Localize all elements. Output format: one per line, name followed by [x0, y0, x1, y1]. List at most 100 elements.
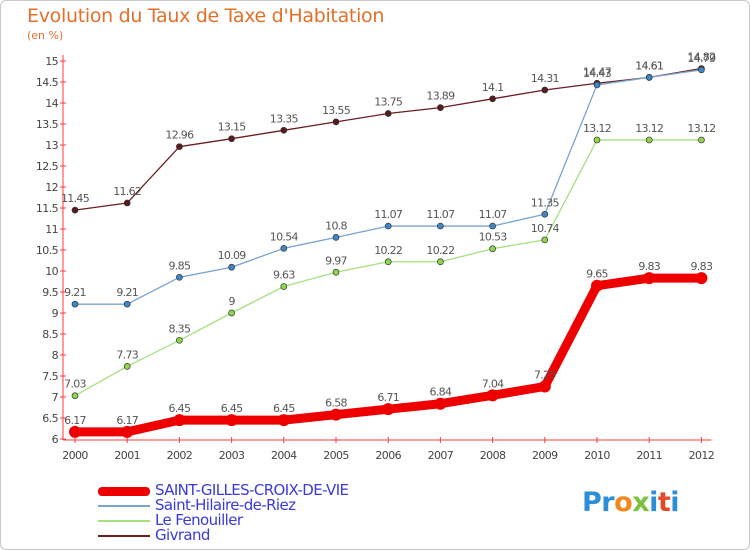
chart-subtitle: (en %) [27, 29, 64, 42]
data-label: 14.1 [482, 81, 504, 94]
data-point [437, 222, 444, 230]
x-tick-label: 2002 [167, 449, 193, 462]
data-label: 13.35 [270, 112, 299, 125]
data-label: 10.54 [270, 230, 299, 243]
data-label: 14.79 [687, 52, 716, 65]
data-point [489, 95, 496, 103]
data-point [280, 244, 288, 252]
y-tick-label: 13.5 [36, 118, 59, 131]
data-label: 6.84 [430, 386, 452, 399]
data-label: 12.96 [165, 129, 194, 142]
data-point [173, 414, 186, 427]
logo-letter: t [657, 487, 671, 518]
data-label: 13.89 [426, 90, 455, 103]
y-tick-label: 9 [52, 307, 59, 320]
data-label: 13.12 [635, 122, 663, 135]
data-label: 9.65 [586, 268, 608, 281]
data-label: 9.21 [116, 286, 138, 299]
data-point [437, 258, 444, 266]
data-point [645, 136, 653, 144]
data-label: 6.45 [169, 402, 191, 415]
x-tick-label: 2012 [689, 449, 715, 462]
data-label: 14.43 [583, 67, 612, 80]
data-label: 6.45 [221, 402, 243, 415]
x-tick-label: 2000 [62, 449, 88, 462]
y-tick-label: 6 [52, 433, 59, 446]
logo-letter: P [582, 487, 602, 518]
x-tick-label: 2007 [428, 449, 454, 462]
data-label: 13.75 [374, 96, 403, 109]
y-tick-label: 8 [52, 349, 59, 362]
legend-label: Saint-Hilaire-de-Riez [155, 496, 296, 514]
data-point [176, 273, 183, 281]
data-label: 9.97 [325, 254, 347, 267]
data-point [382, 403, 395, 416]
data-label: 10.53 [479, 231, 508, 244]
legend-swatch [98, 505, 150, 507]
y-tick-label: 7.5 [42, 370, 58, 383]
data-point [698, 136, 705, 144]
data-point [123, 362, 131, 370]
proxiti-logo: Proxiti [582, 487, 680, 518]
data-point [384, 258, 392, 266]
y-tick-label: 15 [45, 55, 58, 68]
data-point [69, 425, 81, 438]
data-point [591, 279, 603, 292]
data-point [486, 389, 499, 402]
data-point [330, 408, 342, 421]
data-point [384, 222, 392, 230]
data-label: 9 [228, 295, 235, 308]
logo-letter: o [614, 487, 633, 518]
y-tick-label: 14 [45, 97, 58, 110]
data-point [280, 283, 288, 290]
data-label: 14.61 [635, 59, 663, 72]
data-point [541, 210, 549, 218]
data-point [225, 414, 238, 427]
data-point [643, 272, 656, 285]
data-label: 9.63 [273, 269, 295, 282]
data-label: 6.17 [116, 414, 138, 427]
logo-letter: x [632, 487, 650, 518]
chart-title: Evolution du Taux de Taxe d'Habitation [27, 5, 385, 27]
data-label: 9.83 [638, 260, 660, 273]
legend-label: Le Fenouiller [155, 511, 243, 529]
data-label: 6.58 [325, 397, 347, 410]
data-label: 14.61 [635, 59, 663, 72]
data-point [538, 380, 551, 393]
data-label: 14.82 [687, 51, 715, 64]
data-label: 11.62 [113, 185, 141, 198]
data-label: 11.35 [531, 196, 560, 209]
data-point [176, 143, 183, 151]
data-label: 11.07 [479, 208, 508, 221]
data-point [228, 135, 235, 143]
x-tick-label: 2003 [219, 449, 245, 462]
data-label: 8.35 [169, 322, 191, 335]
data-label: 11.07 [426, 208, 455, 221]
x-tick-label: 2011 [636, 449, 662, 462]
data-point [123, 300, 131, 308]
y-tick-label: 10 [45, 265, 58, 278]
data-point [645, 74, 653, 81]
y-tick-label: 10.5 [36, 244, 59, 257]
y-tick-label: 8.5 [42, 328, 58, 341]
y-tick-label: 6.5 [42, 412, 58, 425]
data-label: 7.04 [482, 377, 504, 390]
data-point [437, 104, 444, 111]
data-point [71, 392, 79, 400]
data-point [384, 110, 392, 117]
data-point [489, 245, 496, 253]
data-point [280, 126, 288, 134]
logo-letter: i [649, 487, 658, 518]
data-point [176, 336, 183, 344]
y-tick-label: 11 [45, 223, 58, 236]
data-label: 7.25 [534, 369, 556, 382]
legend-label: Givrand [155, 526, 210, 544]
y-tick-label: 12.5 [36, 160, 59, 173]
data-point [489, 222, 496, 230]
x-tick-label: 2004 [271, 449, 297, 462]
data-point [123, 199, 131, 207]
y-tick-label: 12 [45, 181, 58, 194]
data-label: 7.73 [116, 348, 138, 361]
x-tick-label: 2008 [480, 449, 506, 462]
